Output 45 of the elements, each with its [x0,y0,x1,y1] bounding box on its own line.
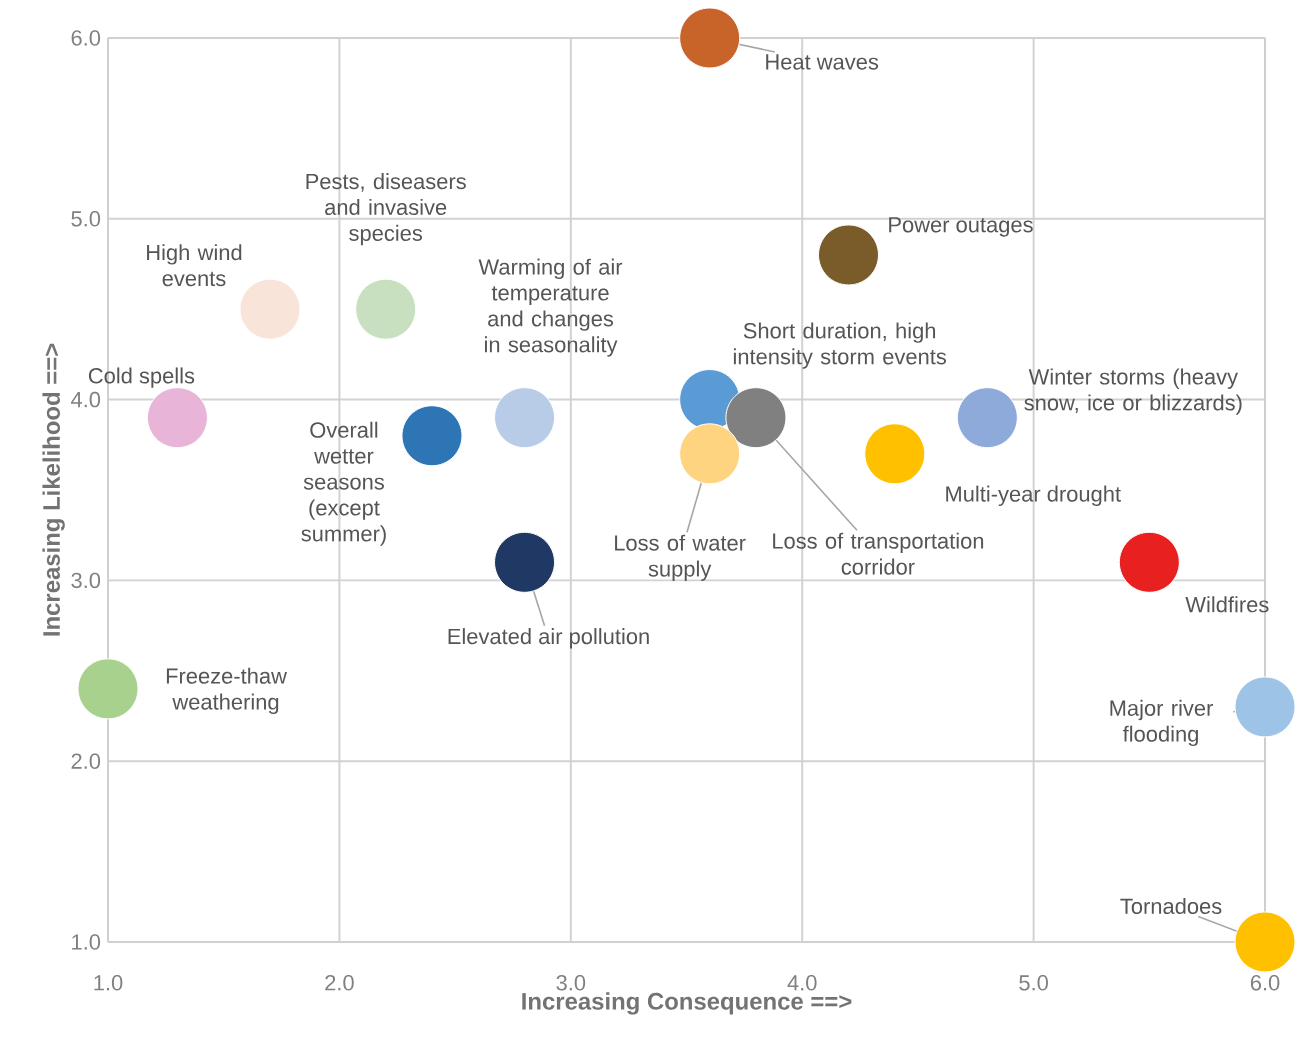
x-tick-label: 5.0 [1019,975,1048,991]
x-tick-label: 2.0 [325,975,354,991]
point [956,387,1018,449]
point [1118,531,1180,593]
y-tick-label: 1.0 [72,934,101,950]
point [77,658,139,720]
x-tick-label: 1.0 [94,975,123,991]
annotation: Pests, diseasers and invasive species [306,173,466,246]
x-tick-label: 4.0 [787,975,817,991]
y-tick-label: 2.0 [71,753,101,769]
point [818,224,879,286]
point [494,387,556,449]
annotation: Warming of air temperature and changes in seasonality [478,258,623,357]
annotation: High wind events [147,244,242,287]
annotation: Major river flooding [1110,699,1213,747]
annotation: Freeze-thaw weathering [166,667,287,715]
annotation: Multi-year drought [946,485,1121,507]
point [864,423,926,485]
point [679,7,741,69]
annotation: Elevated air pollution [448,628,649,649]
annotation: Power outages [889,217,1033,237]
y-axis-title: Increasing Likelihood ==> [42,343,65,636]
x-axis-title: Increasing Consequence ==> [522,992,852,1015]
annotation: Cold spells [88,367,195,388]
point [355,278,417,340]
y-tick-label: 5.0 [71,211,101,227]
x-tick-label: 3.0 [556,975,586,991]
annotation: Winter storms (heavy snow, ice or blizzards) [1024,368,1242,415]
annotation: Tornadoes [1120,897,1222,915]
annotation: Heat waves [766,54,879,70]
annotation: Overall wetter seasons (except summer) [301,421,386,546]
point [679,423,741,485]
annotation: Loss of water supply [615,534,746,581]
point [725,387,787,449]
x-tick-label: 6.0 [1250,975,1280,991]
annotation: Loss of transportation corridor [773,532,984,575]
y-tick-label: 4.0 [71,391,101,408]
annotation: Short duration, high intensity storm events [733,322,947,369]
point [146,387,208,449]
y-tick-label: 3.0 [71,572,101,589]
point [401,405,463,467]
point [494,531,556,593]
point [239,278,301,340]
y-tick-label: 6.0 [71,30,101,46]
annotation: Wildfires [1185,596,1269,613]
